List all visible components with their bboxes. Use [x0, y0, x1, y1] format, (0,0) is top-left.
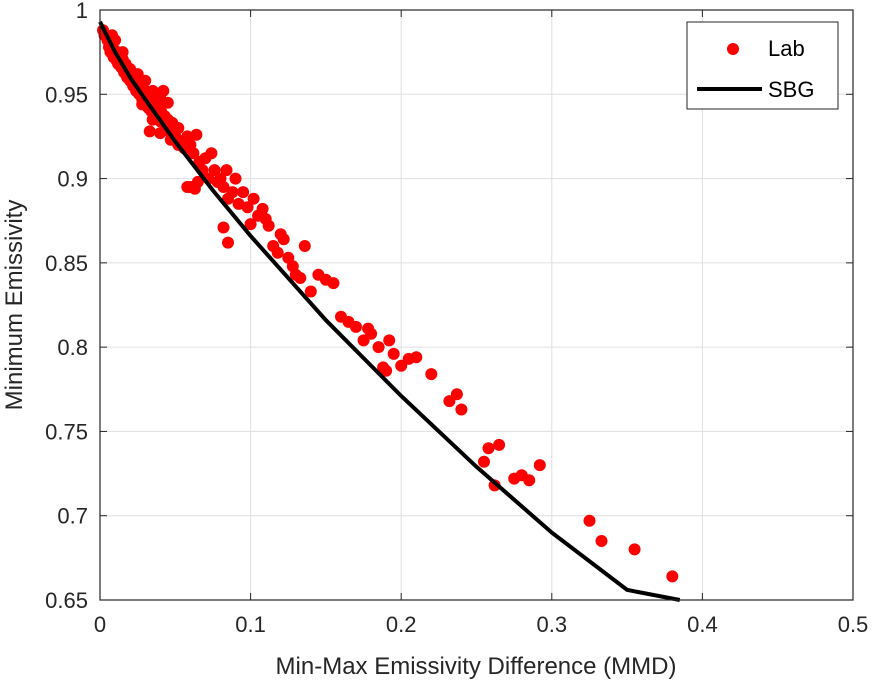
lab-point [271, 246, 284, 259]
y-tick-label: 1 [76, 0, 88, 23]
lab-point [666, 570, 679, 583]
lab-point [523, 474, 536, 487]
lab-point [229, 172, 242, 185]
lab-point [220, 164, 233, 177]
y-tick-label: 0.65 [45, 588, 88, 613]
lab-point [172, 122, 185, 134]
y-tick-label: 0.85 [45, 251, 88, 276]
lab-point [380, 364, 393, 377]
lab-point [304, 285, 317, 298]
y-tick-label: 0.7 [57, 504, 88, 529]
lab-point [237, 186, 250, 199]
lab-point [241, 201, 254, 214]
x-tick-label: 0.2 [386, 612, 417, 637]
lab-point [262, 219, 275, 232]
x-tick-label: 0.1 [235, 612, 266, 637]
lab-point [478, 455, 490, 468]
tick-marks [99, 9, 854, 601]
lab-point [244, 218, 257, 231]
lab-point [143, 125, 156, 138]
x-tick-labels: 0 0.1 0.2 0.3 0.4 0.5 [94, 612, 868, 637]
lab-point [533, 459, 546, 472]
lab-point [595, 535, 608, 547]
lab-point [217, 221, 230, 234]
lab-point [232, 197, 245, 210]
lab-point [410, 351, 423, 364]
y-tick-label: 0.8 [57, 335, 88, 360]
sbg-line [98, 20, 681, 602]
x-axis-title: Min-Max Emissivity Difference (MMD) [276, 653, 677, 680]
lab-point [482, 442, 495, 455]
lab-point [277, 233, 290, 246]
lab-point [154, 91, 167, 104]
lab-point [247, 192, 260, 205]
lab-point [493, 438, 506, 451]
x-tick-label: 0.3 [537, 612, 568, 637]
x-tick-label: 0 [94, 612, 106, 637]
x-tick-label: 0.5 [838, 612, 869, 637]
lab-point [187, 147, 200, 160]
y-axis-title: Minimum Emissivity [1, 200, 28, 411]
lab-point [298, 240, 311, 252]
legend: Lab SBG [686, 21, 839, 110]
lab-point [217, 181, 230, 193]
x-tick-label: 0.4 [687, 612, 718, 637]
lab-point [188, 182, 201, 195]
lab-point [116, 46, 129, 59]
lab-point [208, 164, 221, 177]
lab-point [205, 147, 218, 160]
lab-point [387, 347, 400, 360]
lab-point [294, 272, 307, 284]
lab-point [226, 186, 239, 199]
lab-point [350, 320, 362, 333]
lab-point [327, 277, 340, 290]
lab-point [425, 368, 438, 381]
y-tick-labels: 0.65 0.7 0.75 0.8 0.85 0.9 0.95 1 [45, 0, 88, 613]
legend-lab-marker [727, 43, 739, 55]
lab-point [365, 327, 378, 340]
axes-frame [99, 9, 854, 601]
lab-point [256, 202, 269, 215]
lab-point [154, 127, 167, 140]
lab-point [372, 341, 385, 354]
legend-lab-label: Lab [768, 36, 805, 61]
y-tick-label: 0.95 [45, 82, 88, 107]
lab-point [139, 74, 152, 87]
lab-point [383, 334, 396, 347]
lab-point [190, 128, 203, 141]
lab-point [222, 236, 234, 249]
legend-sbg-label: SBG [768, 77, 814, 102]
lab-point [450, 388, 463, 401]
lab-point [583, 514, 596, 527]
lab-point [455, 403, 468, 416]
lab-point [628, 543, 641, 556]
y-tick-label: 0.9 [57, 167, 88, 192]
y-tick-label: 0.75 [45, 419, 88, 444]
legend-box [686, 21, 839, 110]
